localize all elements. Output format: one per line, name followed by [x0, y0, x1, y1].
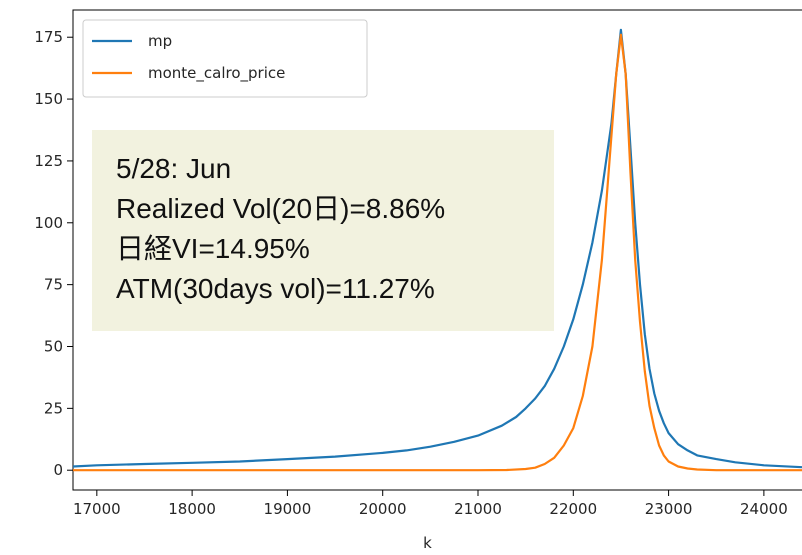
x-tick-label: 21000 [454, 500, 502, 518]
annotation-line: 5/28: Jun [116, 153, 231, 184]
y-tick-label: 75 [44, 276, 63, 294]
annotation-line: 日経VI=14.95% [116, 233, 310, 264]
y-tick-label: 125 [34, 152, 63, 170]
x-tick-label: 17000 [73, 500, 121, 518]
plot-frame [72, 9, 802, 491]
y-tick-label: 0 [53, 461, 63, 479]
y-tick-label: 25 [44, 399, 63, 417]
y-tick-label: 50 [44, 337, 63, 355]
series-line-monte-calro-price [73, 33, 802, 472]
y-tick-label: 100 [34, 214, 63, 232]
annotation-line: Realized Vol(20日)=8.86% [116, 193, 445, 224]
legend-box [82, 19, 368, 98]
series-line-mp [73, 28, 802, 469]
x-axis-label: k [423, 534, 432, 552]
x-tick-label: 22000 [549, 500, 597, 518]
y-tick-label: 150 [34, 90, 63, 108]
x-tick-label: 23000 [645, 500, 693, 518]
y-tick-label: 175 [34, 28, 63, 46]
legend-label: mp [148, 32, 172, 50]
x-tick-label: 19000 [264, 500, 312, 518]
x-tick-label: 18000 [168, 500, 216, 518]
x-tick-label: 20000 [359, 500, 407, 518]
legend-label: monte_calro_price [148, 64, 285, 83]
annotation-line: ATM(30days vol)=11.27% [116, 273, 435, 304]
x-tick-label: 24000 [740, 500, 788, 518]
annotation-box [92, 130, 554, 331]
